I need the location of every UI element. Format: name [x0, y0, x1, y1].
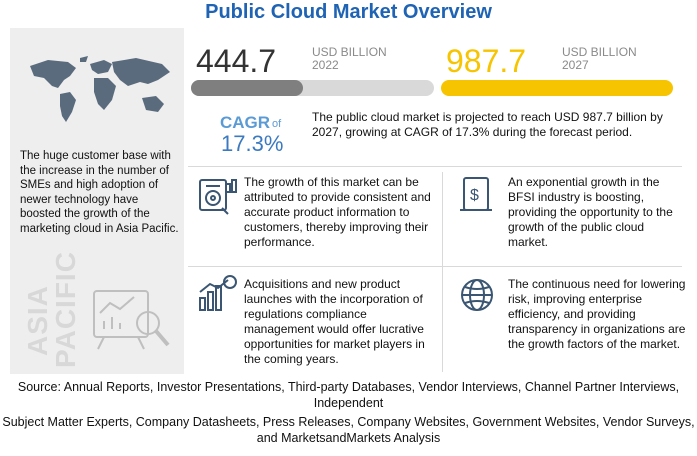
svg-text:$: $ — [470, 187, 479, 204]
divider — [188, 266, 682, 267]
divider — [442, 172, 443, 372]
growth-chart-dollar-icon — [199, 275, 237, 311]
market-year-2027: 2027 — [562, 58, 589, 72]
forecast-text: The public cloud market is projected to … — [312, 110, 663, 139]
left-panel: The huge customer base with the increase… — [10, 28, 184, 374]
insight-text-3: Acquisitions and new product launches wi… — [244, 277, 425, 366]
market-value-2027: 987.7 — [446, 43, 527, 79]
insight-text-4: The continuous need for lowering risk, i… — [508, 277, 686, 351]
target-analytics-icon — [199, 179, 237, 215]
analytics-board-icon — [93, 290, 170, 350]
bank-money-icon: $ — [460, 177, 492, 211]
market-year-2022: 2022 — [312, 58, 339, 72]
source-note-line-2: Subject Matter Experts, Company Datashee… — [2, 415, 695, 445]
market-bar-fill-2027 — [441, 80, 673, 96]
market-bar-fill-2022 — [191, 80, 303, 96]
left-panel-text: The huge customer base with the increase… — [20, 150, 179, 235]
cagr-value: 17.3% — [221, 131, 284, 156]
page-title: Public Cloud Market Overview — [205, 1, 492, 23]
market-unit-2022: USD BILLION — [312, 45, 387, 59]
cagr-of: of — [272, 118, 282, 130]
source-note-line-1: Source: Annual Reports, Investor Present… — [17, 380, 680, 410]
cagr-label: CAGR — [220, 113, 271, 132]
insight-text-2: An exponential growth in the BFSI indust… — [508, 175, 673, 249]
insight-text-1: The growth of this market can be attribu… — [244, 175, 431, 249]
market-unit-2027: USD BILLION — [562, 45, 637, 59]
divider — [188, 166, 682, 167]
world-map-icon — [30, 56, 170, 122]
market-value-2022: 444.7 — [196, 43, 277, 79]
region-label-pacific: PACIFIC — [50, 251, 81, 368]
globe-icon — [461, 279, 493, 311]
